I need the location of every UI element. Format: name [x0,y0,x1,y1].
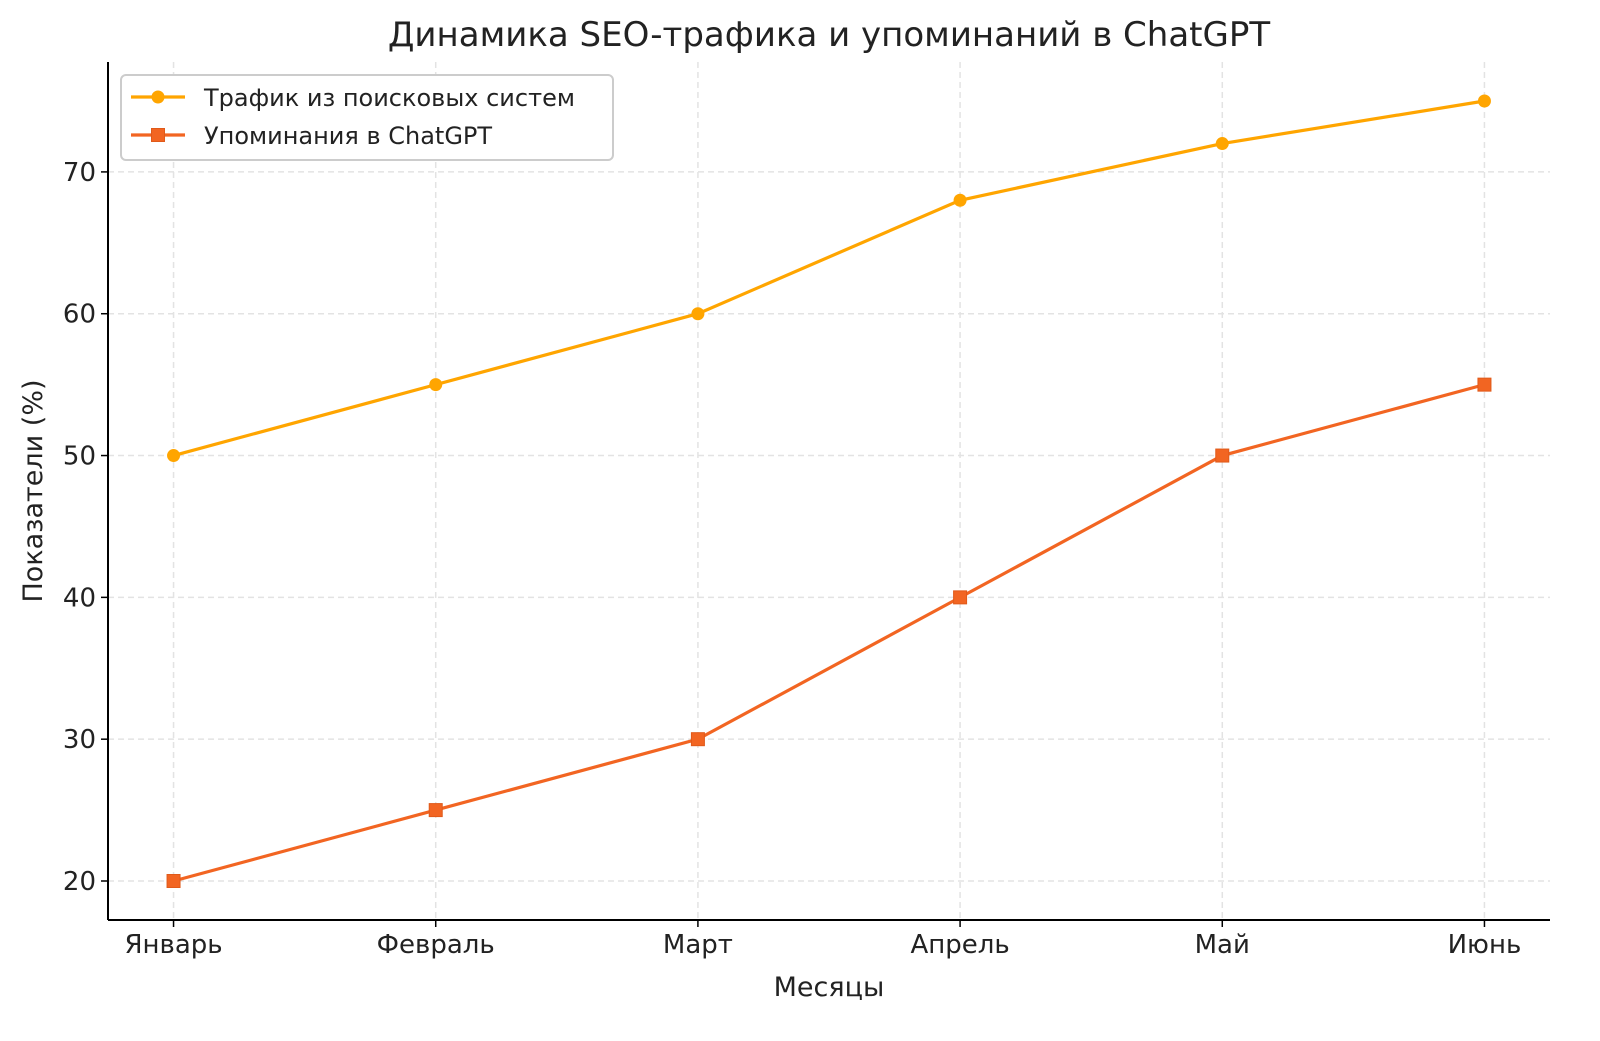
y-axis-label: Показатели (%) [18,379,49,602]
y-tick-label: 30 [63,725,96,755]
x-ticks: Январь Февраль Март Апрель Май Июнь [124,920,1521,960]
legend: Трафик из поисковых систем Упоминания в C… [120,74,614,161]
series-line-2 [173,383,1485,883]
y-tick-label: 40 [63,583,96,613]
x-tick-label: Июнь [1448,930,1522,960]
data-point-1 [953,193,967,207]
series-layer [166,94,1492,888]
data-point-2 [953,590,968,605]
chart-title: Динамика SEO-трафика и упоминаний в Chat… [388,15,1271,55]
legend-label-1: Трафик из поисковых систем [203,84,575,112]
data-point-2 [1215,448,1230,463]
y-tick-label: 60 [63,300,96,330]
x-tick-label: Февраль [377,930,495,960]
data-point-1 [429,378,443,392]
x-tick-label: Апрель [910,930,1009,960]
y-tick-label: 50 [63,442,96,472]
x-tick-label: Январь [124,930,222,960]
legend-marker-1 [151,90,165,104]
data-point-1 [1215,137,1229,151]
legend-label-2: Упоминания в ChatGPT [204,122,492,150]
legend-box [120,74,614,161]
data-point-2 [1477,377,1492,392]
series-line-1 [173,99,1485,458]
data-point-1 [167,449,181,463]
data-point-2 [428,803,443,818]
y-tick-label: 20 [63,867,96,897]
x-axis-label: Месяцы [774,972,885,1003]
legend-marker-2 [151,128,165,142]
data-point-2 [166,874,181,888]
data-point-2 [690,732,705,747]
grid [108,62,1550,920]
data-point-1 [1477,94,1491,108]
x-tick-label: Март [663,930,733,960]
data-point-1 [691,307,705,321]
y-tick-label: 70 [63,158,96,188]
x-tick-label: Май [1195,930,1250,960]
y-ticks: 20 30 40 50 60 70 [63,158,108,897]
